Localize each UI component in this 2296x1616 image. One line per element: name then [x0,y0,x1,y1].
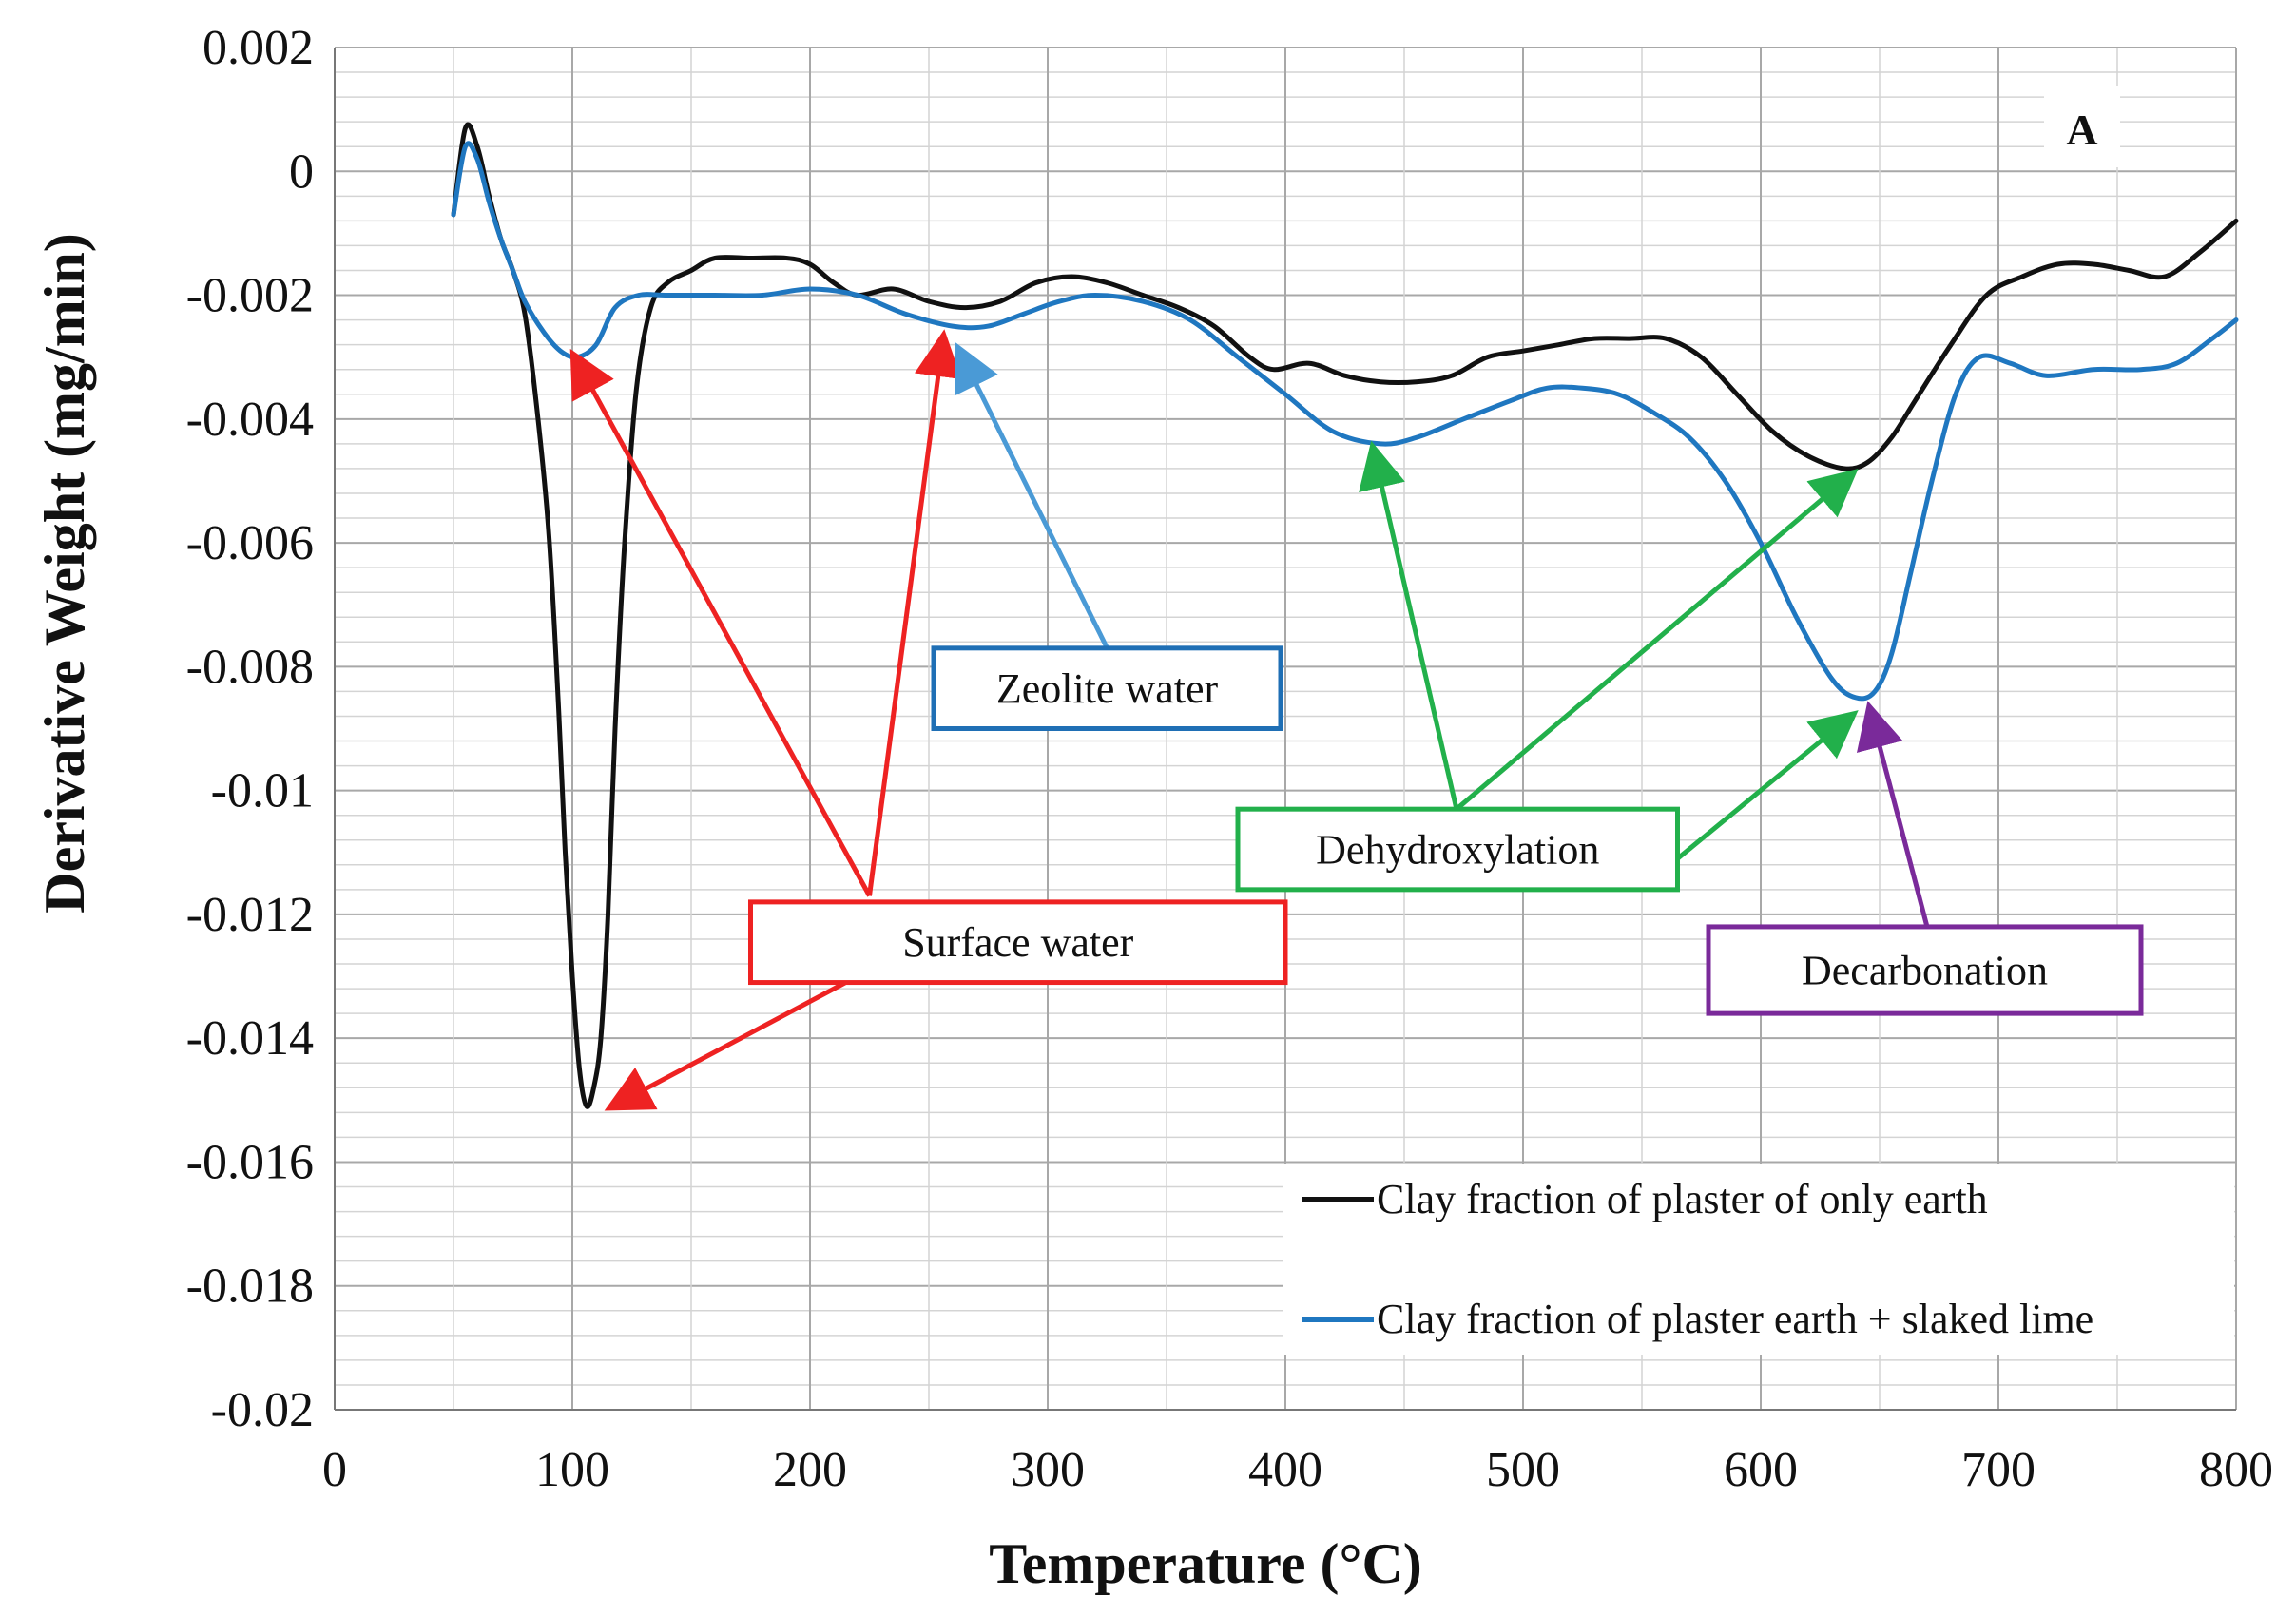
x-tick-label: 400 [1248,1443,1322,1497]
y-tick-label: -0.02 [211,1383,314,1437]
y-axis-title: Derivative Weight (mg/min) [33,233,96,913]
decarbonation-box [1706,924,2144,1016]
surface-water-box [748,899,1288,986]
dehydroxylation-arrow [1455,468,1859,812]
legend: Clay fraction of plaster of only earth C… [1283,1164,2234,1355]
series-line-0 [451,122,2239,1109]
axes: 0.002 0 -0.002 -0.004 -0.006 -0.008 -0.01 -0.01… [186,21,2273,1497]
x-axis-title: Temperature (°C) [989,1532,1422,1595]
annotations: Surface water Zeolite water Dehydroxylatio… [569,329,2144,1111]
x-tick-label: 300 [1011,1443,1085,1497]
x-tick-label: 700 [1961,1443,2036,1497]
legend-label-slaked-lime: Clay fraction of plaster earth + slaked … [1377,1296,2093,1342]
x-tick-label: 800 [2199,1443,2273,1497]
dehydroxylation-box [1235,806,1680,893]
dehydroxylation-arrow [1675,710,1859,861]
panel-label: A [2066,106,2097,154]
x-tick-label: 500 [1486,1443,1560,1497]
y-tick-label: -0.004 [186,393,314,447]
y-tick-label: -0.012 [186,888,314,942]
panel-label-box: A [2044,86,2120,167]
series-line-1 [451,141,2239,702]
legend-label-only-earth: Clay fraction of plaster of only earth [1377,1176,1988,1222]
x-tick-label: 200 [773,1443,847,1497]
surface-water-arrow [604,980,847,1111]
x-tick-label: 600 [1724,1443,1798,1497]
y-tick-label: -0.01 [211,764,314,818]
y-tick-label: 0 [289,144,314,199]
surface-water-label: Surface water [902,919,1133,966]
decarbonation-arrow [1857,701,1930,928]
x-tick-label: 100 [535,1443,609,1497]
y-tick-label: -0.018 [186,1260,314,1314]
y-tick-label: -0.016 [186,1135,314,1189]
x-tick-label: 0 [322,1443,347,1497]
zeolite-water-arrow [955,342,1109,649]
zeolite-water-label: Zeolite water [996,665,1219,712]
y-tick-label: -0.002 [186,269,314,323]
decarbonation-label: Decarbonation [1802,948,2048,994]
y-tick-label: 0.002 [203,21,314,75]
y-tick-label: -0.006 [186,516,314,570]
y-tick-label: -0.014 [186,1011,314,1066]
y-tick-label: -0.008 [186,640,314,694]
grid-lines [334,47,2237,1411]
dehydroxylation-label: Dehydroxylation [1316,827,1599,874]
zeolite-water-box [931,645,1283,732]
surface-water-arrow [569,348,872,897]
surface-water-arrow [867,329,962,896]
dehydroxylation-arrow [1359,440,1459,810]
